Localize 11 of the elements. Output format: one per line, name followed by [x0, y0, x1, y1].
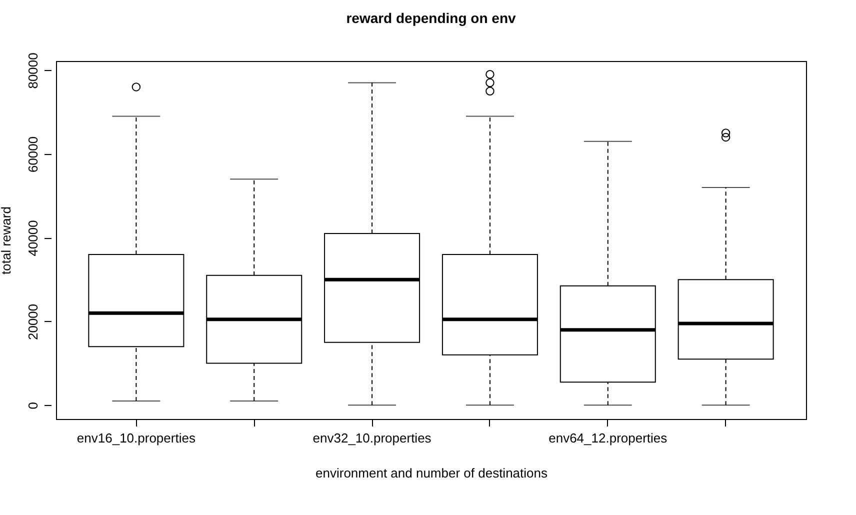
- x-axis-title: environment and number of destinations: [316, 466, 548, 480]
- y-axis-title: total reward: [0, 206, 14, 274]
- x-tick-label: env32_10.properties: [312, 430, 432, 446]
- y-tick-label: 0: [26, 402, 40, 410]
- y-tick-label: 80000: [26, 52, 40, 89]
- y-tick-label: 20000: [26, 304, 40, 340]
- y-tick-label: 40000: [26, 220, 40, 256]
- chart-title: reward depending on env: [346, 10, 516, 26]
- x-tick-label: env16_10.properties: [76, 430, 196, 446]
- y-tick-label: 60000: [26, 136, 40, 173]
- x-tick-label: env64_12.properties: [548, 430, 668, 446]
